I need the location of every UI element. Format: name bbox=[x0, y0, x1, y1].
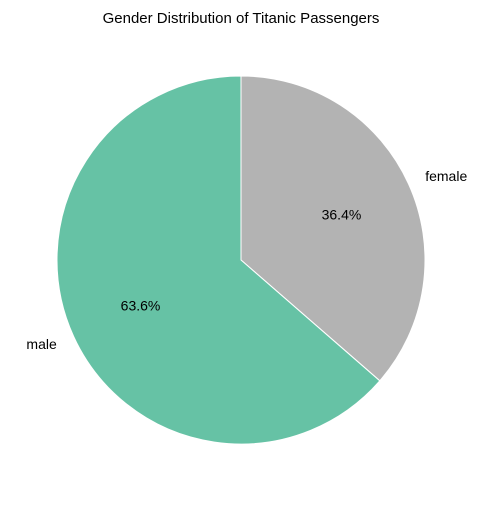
slice-percent-female: 36.4% bbox=[322, 206, 362, 222]
pie-slice-male bbox=[56, 75, 381, 445]
pie-slices bbox=[56, 75, 426, 445]
pie-labels: female 36.4% male 63.6% bbox=[26, 168, 467, 352]
pie-slice-female bbox=[240, 75, 426, 382]
slice-label-female: female bbox=[425, 168, 467, 184]
chart-title: Gender Distribution of Titanic Passenger… bbox=[103, 10, 380, 27]
slice-percent-male: 63.6% bbox=[121, 298, 161, 314]
slice-label-male: male bbox=[26, 336, 57, 352]
